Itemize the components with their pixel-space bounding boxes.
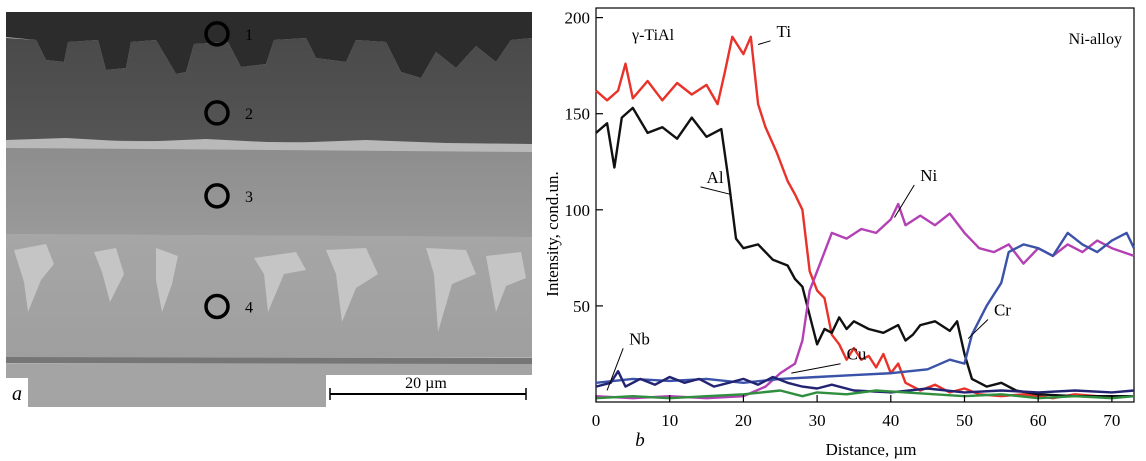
callout-line-nb [606, 348, 624, 391]
x-axis-label: Distance, µm [826, 440, 917, 459]
x-tick-label-50: 50 [956, 411, 973, 430]
point-marker-2 [204, 100, 230, 126]
series-label-ti: Ti [777, 22, 792, 41]
x-tick-label-70: 70 [1103, 411, 1120, 430]
point-marker-3 [204, 183, 230, 209]
y-tick-label-50: 50 [573, 297, 590, 316]
point-marker-4 [204, 293, 230, 320]
y-axis: 50 100 150 200 [565, 9, 603, 316]
scale-bar-label: 20 µm [405, 375, 447, 392]
series-line-ni [595, 202, 1135, 400]
intensity-chart: Ti Al Ni Cr Nb Cu 0 10 20 30 40 50 60 70 50 100 150 200… [543, 7, 1136, 459]
callout-line-ni [894, 184, 915, 218]
series-label-cu: Cu [847, 345, 867, 364]
annotation-gamma-tial: γ-TiAl [631, 27, 675, 44]
micrograph: 1 2 3 4 a 20 µm [6, 12, 532, 407]
callout-line-cu [791, 363, 841, 374]
callout-line-ti [757, 40, 771, 45]
panel-label-b: b [635, 430, 645, 451]
point-label-3: 3 [245, 189, 253, 206]
layer-interface-dark [6, 357, 532, 364]
y-tick-label-150: 150 [565, 105, 591, 124]
point-label-2: 2 [245, 106, 253, 123]
plot-frame [595, 7, 1135, 403]
scale-bar-box [326, 375, 532, 407]
point-label-1: 1 [245, 27, 253, 44]
y-axis-label: Intensity, cond.un. [543, 171, 562, 296]
series-label-nb: Nb [629, 329, 650, 348]
y-tick-label-100: 100 [565, 201, 591, 220]
panel-label-box [6, 378, 28, 407]
measurement-points: 1 2 3 4 [204, 21, 253, 320]
plot-area: Ti Al Ni Cr Nb Cu 0 10 20 30 40 50 60 70 50 100 150 200 [565, 7, 1136, 430]
x-tick-label-40: 40 [882, 411, 899, 430]
x-tick-label-10: 10 [661, 411, 678, 430]
y-tick-label-200: 200 [565, 9, 591, 28]
series-label-ni: Ni [920, 166, 937, 185]
x-tick-label-20: 20 [735, 411, 752, 430]
layer-middle [6, 148, 532, 237]
panel-label-a: a [12, 383, 22, 405]
series-line-cu [595, 389, 1135, 400]
layer-reaction-zone [6, 38, 532, 144]
point-label-4: 4 [245, 299, 253, 316]
series-label-cr: Cr [994, 301, 1011, 320]
x-axis: 0 10 20 30 40 50 60 70 [592, 395, 1120, 430]
layer-interface-bright [6, 138, 532, 152]
layer-dark-grains [6, 12, 532, 78]
x-tick-label-30: 30 [809, 411, 826, 430]
series-line-nb [595, 370, 1135, 394]
x-tick-label-60: 60 [1030, 411, 1047, 430]
series-line-al [595, 106, 1134, 398]
x-tick-label-0: 0 [592, 411, 601, 430]
bright-dendrites [14, 244, 526, 332]
series-label-al: Al [707, 168, 724, 187]
callout-line-al [700, 186, 731, 195]
callout-line-cr [967, 319, 989, 339]
series-callouts: Ti Al Ni Cr Nb Cu [606, 22, 1011, 391]
annotation-ni-alloy: Ni-alloy [1069, 31, 1122, 48]
point-marker-1 [204, 21, 230, 47]
